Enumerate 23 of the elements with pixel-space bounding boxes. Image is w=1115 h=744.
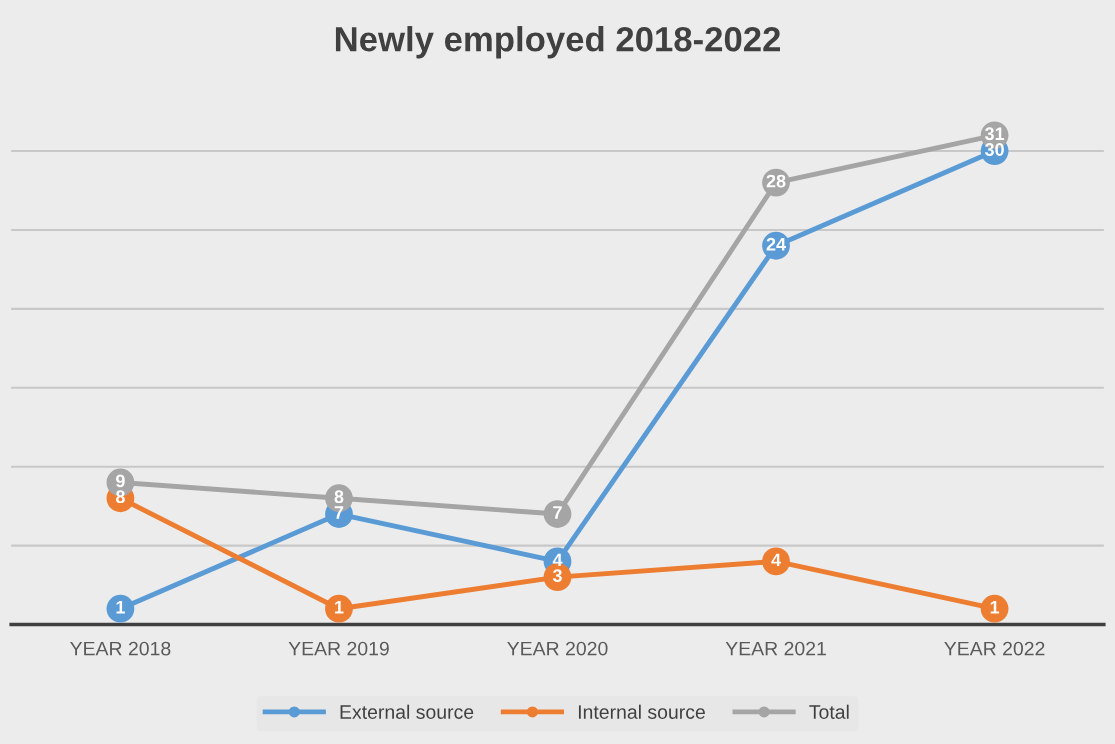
data-label: 4: [552, 553, 563, 567]
x-tick-label: YEAR 2021: [725, 641, 826, 656]
data-label: 7: [553, 506, 562, 519]
x-tick-label: YEAR 2020: [507, 641, 608, 656]
data-label: 1: [335, 600, 344, 614]
legend-label: Total: [809, 704, 849, 719]
x-tick-label: YEAR 2018: [70, 641, 171, 656]
data-label: 3: [552, 569, 562, 583]
legend-label: Internal source: [578, 704, 705, 719]
chart-title: Newly employed 2018-2022: [335, 26, 781, 59]
x-tick-label: YEAR 2019: [288, 641, 389, 656]
x-tick-label: YEAR 2022: [944, 641, 1045, 656]
data-label: 24: [766, 237, 786, 251]
data-label: 7: [334, 506, 344, 519]
legend-label: External source: [340, 704, 474, 719]
data-label: 1: [116, 600, 125, 614]
data-label: 28: [766, 174, 786, 188]
data-label: 30: [984, 143, 1004, 156]
data-label: 9: [116, 474, 125, 488]
data-label: 1: [990, 600, 1000, 614]
data-label: 4: [771, 553, 781, 567]
data-label: 31: [984, 127, 1005, 141]
data-label: 8: [334, 490, 344, 504]
